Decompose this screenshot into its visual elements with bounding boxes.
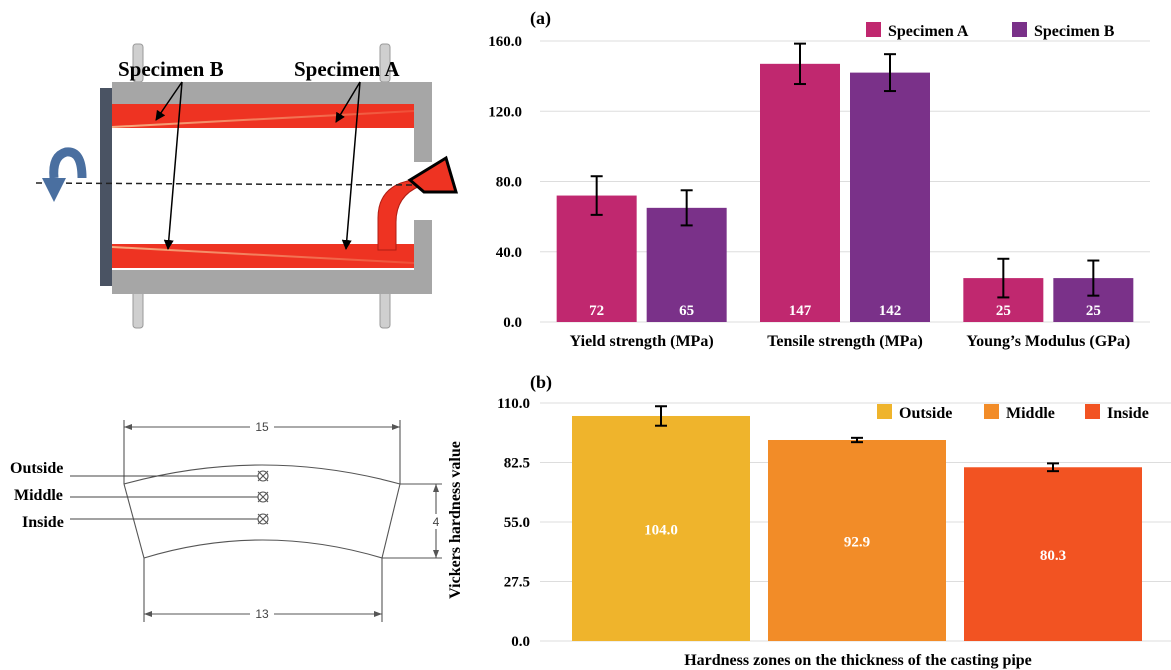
mould-support-bottom-right	[379, 289, 391, 329]
data-label-specimen-b-young-s-modulus-gpa: 25	[1086, 303, 1101, 319]
rotation-arrow-head-icon	[42, 178, 66, 202]
data-label-hardness-outside: 104.0	[644, 522, 678, 538]
indent-mark-middle-icon	[257, 491, 269, 503]
centrifugal-casting-schematic: Specimen B Specimen A	[35, 43, 459, 329]
chart-b-x-axis-title: Hardness zones on the thickness of the c…	[684, 652, 1032, 669]
chart-a-bars	[556, 63, 1134, 323]
chart-b-vickers-hardness: (b) 0.0 27.5 55.0 82.5 110.0 104.0 92.9 80.3 H…	[447, 372, 1171, 669]
rotation-arrow-icon	[49, 147, 87, 179]
chart-b-error-bars	[655, 405, 1059, 473]
panel-label-b: (b)	[530, 372, 552, 393]
chart-a-data-labels: 72 65 147 142 25 25	[589, 303, 1101, 319]
legend-swatch-specimen-a	[866, 22, 881, 37]
chart-a-legend: Specimen A Specimen B	[866, 22, 1115, 40]
legend-label-specimen-b: Specimen B	[1034, 23, 1115, 40]
pouring-funnel	[407, 155, 459, 194]
label-specimen-a: Specimen A	[294, 57, 400, 81]
chart-a-gridlines	[540, 40, 1150, 323]
mould-end-wall-upper	[414, 82, 432, 162]
legend-label-middle: Middle	[1006, 405, 1055, 422]
chart-a-ytick-label: 120.0	[488, 104, 522, 120]
x-label-yield-strength-mpa: Yield strength (MPa)	[570, 333, 714, 350]
chart-b-bars	[572, 415, 1142, 641]
data-label-specimen-a-yield-strength-mpa: 72	[589, 303, 604, 319]
chart-a-y-ticks: 0.0 40.0 80.0 120.0 160.0	[488, 34, 522, 331]
pipe-streak-bottom	[112, 246, 414, 264]
zone-label-middle: Middle	[14, 487, 63, 504]
legend-swatch-specimen-b	[1012, 22, 1027, 37]
chart-a-x-labels: Yield strength (MPa) Tensile strength (MP…	[570, 333, 1131, 350]
legend-label-outside: Outside	[899, 405, 952, 422]
bar-specimen-b-yield-strength-mpa	[646, 207, 727, 322]
dim-4-label-bg	[428, 514, 444, 529]
cross-section-drawing	[70, 420, 442, 622]
bar-hardness-inside	[964, 467, 1142, 641]
indent-mark-outside-icon	[257, 470, 269, 482]
leader-arrow-a-bottom	[341, 81, 361, 250]
panel-label-a: (a)	[530, 8, 551, 29]
data-label-hardness-middle: 92.9	[844, 534, 870, 550]
section-inner-arc	[143, 539, 383, 559]
label-specimen-b: Specimen B	[118, 57, 224, 81]
data-label-specimen-a-young-s-modulus-gpa: 25	[996, 303, 1011, 319]
dim-15-label: 15	[255, 420, 269, 434]
chart-a-ytick-label: 0.0	[503, 315, 522, 331]
x-label-young-s-modulus-gpa: Young’s Modulus (GPa)	[966, 333, 1130, 350]
chart-b-data-labels: 104.0 92.9 80.3	[644, 522, 1066, 564]
legend-label-inside: Inside	[1107, 405, 1149, 422]
chart-a-mechanical-properties: (a) 0.0 40.0 80.0 120.0 160.0 72 65 147 142 25 25…	[488, 8, 1150, 350]
chart-b-legend: Outside Middle Inside	[877, 404, 1149, 422]
data-label-hardness-inside: 80.3	[1040, 548, 1066, 564]
section-right-edge	[381, 483, 401, 559]
x-label-tensile-strength-mpa: Tensile strength (MPa)	[767, 333, 923, 350]
chart-b-ytick-label: 82.5	[504, 456, 530, 472]
data-label-specimen-b-tensile-strength-mpa: 142	[879, 303, 902, 319]
legend-label-specimen-a: Specimen A	[888, 23, 969, 40]
mould-wall-bottom	[112, 270, 432, 294]
indent-mark-inside-icon	[257, 513, 269, 525]
chart-a-ytick-label: 160.0	[488, 34, 522, 50]
chart-a-error-bars	[590, 42, 1100, 299]
bar-specimen-b-tensile-strength-mpa	[850, 72, 930, 322]
dim-13-label-bg	[250, 606, 274, 621]
mould-support-bottom-left	[132, 289, 144, 329]
chart-b-ytick-label: 0.0	[511, 634, 530, 650]
rotation-axis	[35, 182, 415, 186]
pouring-spout	[377, 179, 421, 251]
section-left-edge	[123, 483, 145, 559]
legend-swatch-inside	[1085, 404, 1100, 419]
leader-arrow-a-top	[335, 81, 361, 123]
cross-section-arrows	[124, 424, 439, 617]
chart-b-ytick-label: 27.5	[504, 575, 530, 591]
data-label-specimen-b-yield-strength-mpa: 65	[679, 303, 694, 319]
legend-swatch-outside	[877, 404, 892, 419]
dim-15-label-bg	[250, 419, 274, 434]
bar-specimen-a-tensile-strength-mpa	[760, 63, 840, 323]
bar-hardness-middle	[768, 439, 946, 641]
zone-label-inside: Inside	[22, 514, 64, 531]
mould-end-cap	[100, 88, 112, 286]
dim-4-label: 4	[433, 515, 440, 529]
bar-hardness-outside	[572, 415, 750, 641]
chart-a-ytick-label: 80.0	[496, 175, 522, 191]
chart-a-ytick-label: 40.0	[496, 245, 522, 261]
chart-b-ytick-label: 110.0	[497, 396, 530, 412]
mould-wall-top	[112, 82, 432, 104]
dim-13-label: 13	[255, 607, 269, 621]
chart-b-y-ticks: 0.0 27.5 55.0 82.5 110.0	[497, 396, 530, 650]
zone-label-outside: Outside	[10, 460, 63, 477]
bar-specimen-a-yield-strength-mpa	[556, 195, 637, 322]
mould-end-wall-lower	[414, 220, 432, 294]
chart-b-ytick-label: 55.0	[504, 515, 530, 531]
leader-arrow-b-top	[155, 81, 183, 121]
data-label-specimen-a-tensile-strength-mpa: 147	[789, 303, 812, 319]
leader-arrow-b-bottom	[163, 81, 183, 250]
legend-swatch-middle	[984, 404, 999, 419]
chart-b-y-axis-title: Vickers hardness value	[447, 441, 464, 599]
